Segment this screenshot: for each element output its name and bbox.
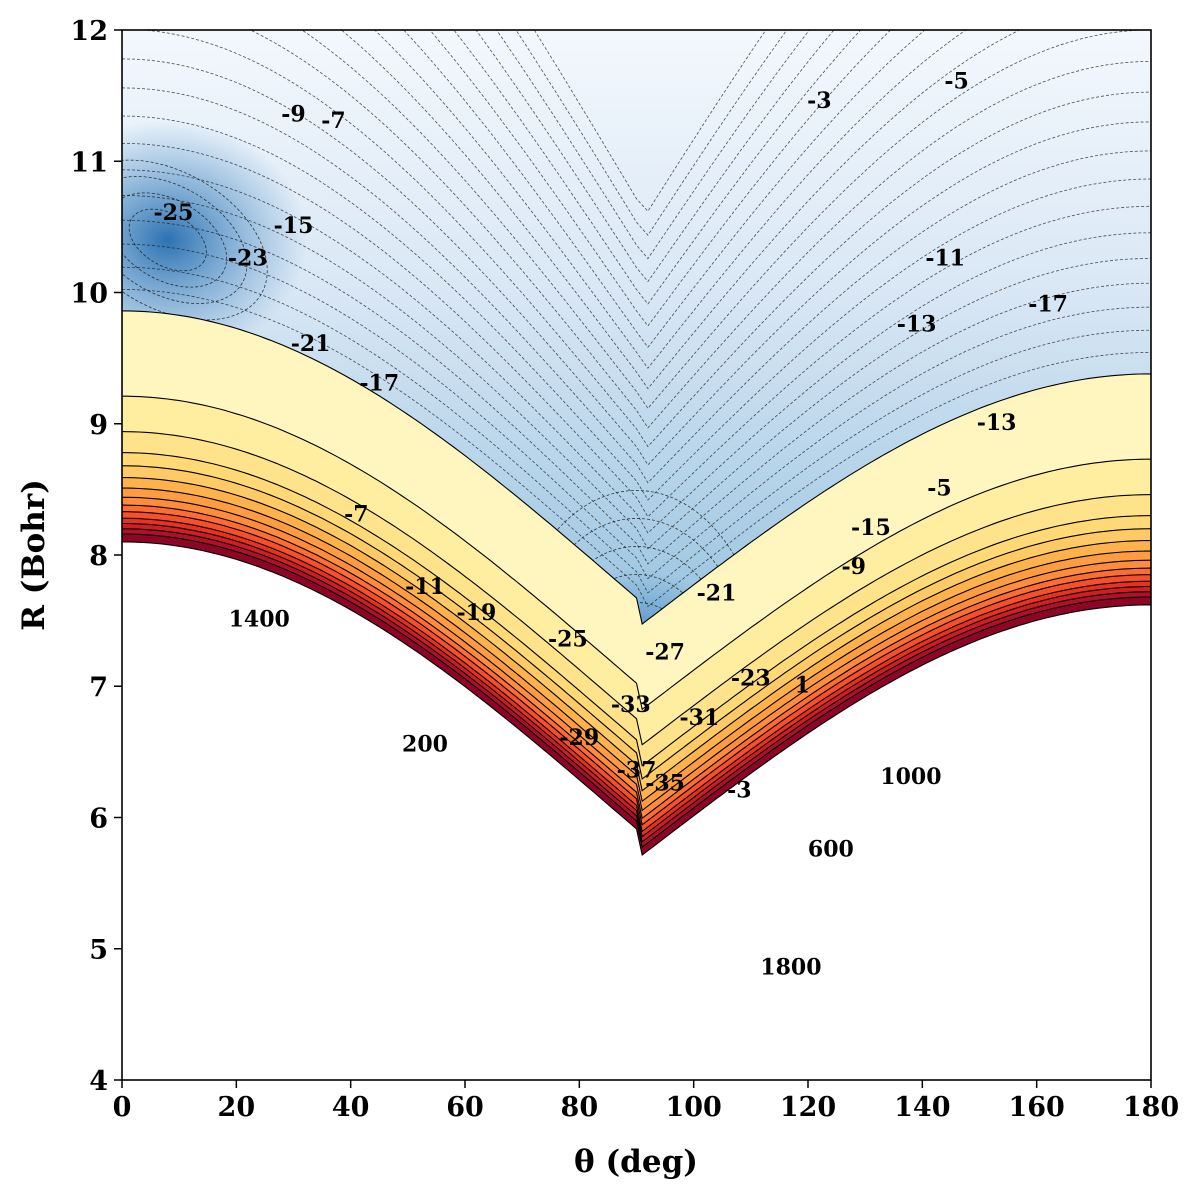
- x-tick-label: 80: [561, 1092, 599, 1123]
- y-tick-label: 7: [89, 672, 108, 703]
- attractive-contour-line: [453, 30, 862, 305]
- attractive-contour-line: [122, 169, 1151, 534]
- attractive-contour-line: [122, 289, 1151, 608]
- repulsive-contour-line: [122, 533, 1151, 849]
- y-tick-label: 6: [89, 804, 108, 835]
- x-tick-label: 140: [894, 1092, 950, 1123]
- contour-label: -17: [1028, 292, 1068, 318]
- repulsive-contour-line: [122, 310, 1151, 625]
- y-tick-label: 5: [89, 935, 108, 966]
- x-tick-label: 20: [218, 1092, 256, 1123]
- contour-label: -23: [731, 666, 771, 692]
- contour-label: -9: [281, 101, 305, 127]
- attractive-contour-line: [122, 142, 1151, 518]
- well-contour-line: [122, 159, 268, 321]
- x-tick-label: 40: [332, 1092, 370, 1123]
- contour-label: -15: [274, 213, 314, 239]
- x-axis-label: θ (deg): [574, 1144, 698, 1180]
- repulsive-contour-line: [122, 511, 1151, 826]
- attractive-contour-line: [301, 30, 1151, 410]
- attractive-contour-line: [122, 87, 1151, 484]
- repulsive-contour-line: [122, 477, 1151, 792]
- contour-label: -21: [291, 331, 331, 357]
- repulsive-contour-line: [122, 528, 1151, 843]
- contour-label: -3: [807, 88, 831, 114]
- contour-label: -13: [897, 311, 937, 337]
- x-tick-label: 120: [780, 1092, 836, 1123]
- contour-label: -17: [359, 370, 399, 396]
- repulsive-contour-line: [122, 517, 1151, 833]
- attractive-contour-line: [122, 58, 1151, 466]
- repulsive-contour-line: [122, 496, 1151, 812]
- attractive-contour-line: [403, 30, 926, 348]
- y-tick-label: 11: [70, 147, 108, 178]
- attractive-contour-line: [340, 30, 1021, 390]
- attractive-contour-line: [122, 115, 1151, 501]
- contour-label: -31: [680, 705, 720, 731]
- attractive-contour-line: [475, 30, 835, 283]
- contour-label: -25: [548, 626, 588, 652]
- attractive-contour-line: [122, 243, 1151, 580]
- contour-label: -15: [851, 515, 891, 541]
- contour-label: -35: [645, 771, 685, 797]
- contour-label: -23: [228, 246, 268, 272]
- attractive-contour-line: [138, 30, 1151, 448]
- repulsive-contour-line: [122, 465, 1151, 780]
- local-minimum-well: [122, 120, 308, 360]
- attractive-contour-line: [374, 30, 967, 369]
- attractive-contour-line: [515, 30, 788, 236]
- repulsive-contour-line: [122, 452, 1151, 767]
- repulsive-contour-line: [122, 541, 1151, 856]
- contour-label: -5: [927, 475, 951, 501]
- contour-label: -37: [617, 758, 657, 784]
- contour-label: -11: [925, 246, 965, 272]
- x-tick-label: 100: [665, 1092, 721, 1123]
- contour-label: -7: [344, 502, 368, 528]
- contour-label: -7: [321, 108, 345, 134]
- attractive-contour-line: [533, 30, 767, 212]
- y-tick-label: 10: [70, 279, 108, 310]
- well-contour-line: [128, 208, 207, 272]
- attractive-contour-line: [429, 30, 892, 327]
- contour-label: 1: [795, 672, 810, 698]
- contour-label: 1400: [229, 607, 290, 633]
- attractive-contour-line: [122, 219, 1151, 565]
- contour-label: -29: [559, 725, 599, 751]
- contour-label: -19: [457, 600, 497, 626]
- x-tick-label: 180: [1123, 1092, 1179, 1123]
- contour-label: -13: [977, 410, 1017, 436]
- contour-label: -5: [944, 69, 968, 95]
- contour-label: -33: [611, 692, 651, 718]
- y-tick-label: 9: [89, 410, 108, 441]
- well-contour-line: [122, 192, 228, 288]
- contour-label: -27: [645, 639, 685, 665]
- unplotted-region: [122, 541, 1151, 1080]
- contour-label: 1000: [880, 764, 941, 790]
- contour-label: -21: [697, 580, 737, 606]
- x-tick-label: 60: [446, 1092, 484, 1123]
- y-axis-label: R (Bohr): [16, 479, 52, 631]
- y-tick-label: 4: [89, 1066, 108, 1097]
- attractive-contour-line: [249, 30, 1151, 429]
- contour-label: -11: [405, 574, 445, 600]
- contour-label: 1800: [760, 954, 821, 980]
- x-tick-label: 0: [113, 1092, 132, 1123]
- repulsive-contour-line: [122, 395, 1151, 711]
- attractive-contour-line: [122, 266, 1151, 594]
- contour-label: -3: [727, 777, 751, 803]
- repulsive-contour-line: [122, 431, 1151, 746]
- repulsive-contour-line: [122, 504, 1151, 820]
- well-contour-line: [122, 176, 248, 304]
- y-tick-label: 8: [89, 541, 108, 572]
- contour-label: 200: [402, 731, 448, 757]
- repulsive-contour-line: [122, 487, 1151, 803]
- y-tick-label: 12: [70, 16, 108, 47]
- contour-label: 600: [808, 836, 854, 862]
- contour-label: -25: [154, 200, 194, 226]
- contour-label: -9: [841, 554, 865, 580]
- x-tick-label: 160: [1008, 1092, 1064, 1123]
- repulsive-contour-line: [122, 522, 1151, 838]
